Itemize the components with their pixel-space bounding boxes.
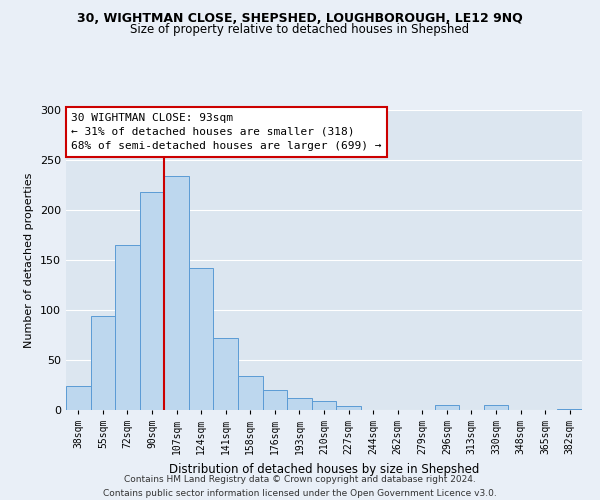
Text: 30 WIGHTMAN CLOSE: 93sqm
← 31% of detached houses are smaller (318)
68% of semi-: 30 WIGHTMAN CLOSE: 93sqm ← 31% of detach… [71, 113, 382, 151]
Text: Size of property relative to detached houses in Shepshed: Size of property relative to detached ho… [130, 22, 470, 36]
Bar [263, 390, 287, 410]
Bar [287, 398, 312, 410]
Bar [484, 405, 508, 410]
Bar [66, 386, 91, 410]
Text: 30, WIGHTMAN CLOSE, SHEPSHED, LOUGHBOROUGH, LE12 9NQ: 30, WIGHTMAN CLOSE, SHEPSHED, LOUGHBOROU… [77, 12, 523, 26]
Bar [164, 176, 189, 410]
Bar [140, 192, 164, 410]
Bar [189, 268, 214, 410]
Bar [336, 406, 361, 410]
Bar [434, 405, 459, 410]
Bar [115, 245, 140, 410]
Bar [91, 316, 115, 410]
X-axis label: Distribution of detached houses by size in Shepshed: Distribution of detached houses by size … [169, 462, 479, 475]
Bar [214, 338, 238, 410]
Y-axis label: Number of detached properties: Number of detached properties [25, 172, 34, 348]
Bar [557, 409, 582, 410]
Bar [312, 401, 336, 410]
Bar [238, 376, 263, 410]
Text: Contains HM Land Registry data © Crown copyright and database right 2024.
Contai: Contains HM Land Registry data © Crown c… [103, 476, 497, 498]
